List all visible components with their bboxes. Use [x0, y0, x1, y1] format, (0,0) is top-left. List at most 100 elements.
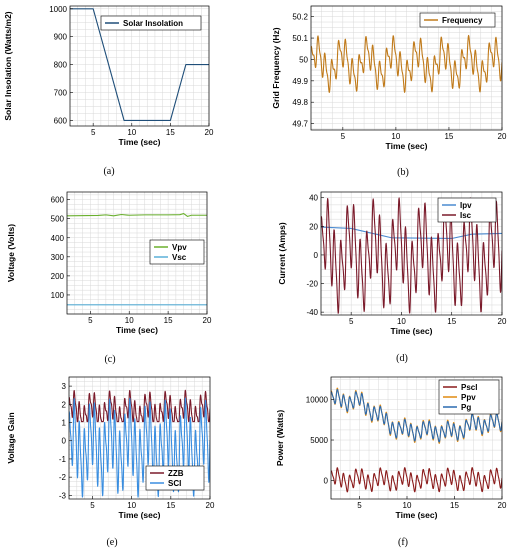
- x-tick-label: 10: [125, 316, 134, 325]
- x-tick-label: 10: [391, 132, 400, 141]
- y-tick-label: 600: [51, 196, 65, 205]
- x-axis-label: Time (sec): [391, 326, 433, 336]
- y-tick-label: 700: [54, 89, 68, 98]
- x-tick-label: 10: [127, 128, 136, 137]
- x-tick-label: 15: [447, 317, 456, 326]
- chart-panel-b: 5 10 15 20 49.7 49.8 49.9 50 50.1 50.2 Time (sec) G…: [271, 5, 507, 178]
- x-axis-label: Time (sec): [386, 141, 428, 151]
- x-tick-label: 20: [498, 317, 507, 326]
- plot-frame: [310, 5, 503, 131]
- legend-label-zzb: ZZB: [168, 469, 184, 478]
- x-tick-label: 20: [203, 316, 212, 325]
- panel-caption: (b): [397, 167, 409, 178]
- chart-panel-d: 5 10 15 20 -40 -20 0 20 40 Time (sec) Current (Amp…: [277, 191, 507, 364]
- x-tick-label: 20: [206, 501, 215, 510]
- y-tick-label: 800: [54, 61, 68, 70]
- x-tick-label: 5: [88, 316, 93, 325]
- y-tick-label: -40: [306, 308, 318, 317]
- y-tick-label: 400: [51, 234, 65, 243]
- y-tick-label: 0: [314, 251, 319, 260]
- y-tick-label: 3: [62, 382, 67, 391]
- legend-label-ipv: Ipv: [460, 201, 472, 210]
- x-tick-label: 20: [498, 501, 507, 510]
- y-axis-label: Grid Frequency (Hz): [271, 27, 281, 108]
- legend-label-vpv: Vpv: [172, 243, 187, 252]
- y-tick-label: 500: [51, 215, 65, 224]
- y-tick-label: 2: [62, 400, 67, 409]
- y-tick-label: 50.1: [292, 34, 308, 43]
- chart-panel-f: 5 10 15 20 0 5000 10000 Time (sec) Power (Watts)…: [275, 376, 507, 548]
- y-tick-label: 50: [299, 55, 308, 64]
- y-axis-label: Power (Watts): [275, 410, 285, 467]
- y-tick-label: 0: [62, 437, 67, 446]
- y-tick-label: -1: [59, 455, 67, 464]
- legend-label-isc: Isc: [460, 211, 472, 220]
- panel-caption: (f): [398, 537, 408, 548]
- panel-caption: (a): [103, 166, 114, 177]
- y-tick-label: 100: [51, 291, 65, 300]
- legend-label-pscl: Pscl: [461, 383, 477, 392]
- y-tick-label: 50.2: [292, 13, 308, 22]
- legend-label-ppv: Ppv: [461, 393, 476, 402]
- legend-label-vsc: Vsc: [172, 253, 187, 262]
- y-axis-label: Voltage Gain: [6, 412, 16, 463]
- y-tick-label: 40: [309, 194, 318, 203]
- plot-frame: [69, 5, 210, 127]
- x-tick-label: 5: [91, 128, 96, 137]
- panel-caption: (c): [104, 354, 115, 365]
- x-tick-label: 15: [166, 501, 175, 510]
- chart-panel-c: 5 10 15 20 100 200 300 400 500 600 Time (sec) Volta…: [6, 191, 212, 365]
- panel-caption: (d): [396, 353, 408, 364]
- x-tick-label: 5: [90, 501, 95, 510]
- legend-box: [419, 12, 496, 28]
- x-tick-label: 5: [341, 132, 346, 141]
- x-tick-label: 20: [205, 128, 214, 137]
- legend: Solar Insolation: [100, 15, 202, 31]
- x-tick-label: 15: [166, 128, 175, 137]
- y-tick-label: 900: [54, 33, 68, 42]
- x-tick-label: 10: [127, 501, 136, 510]
- x-tick-label: 15: [444, 132, 453, 141]
- y-tick-label: -20: [306, 280, 318, 289]
- y-tick-label: -3: [59, 491, 67, 500]
- series-line-solar insolation: [70, 8, 209, 121]
- legend-box: [145, 465, 205, 491]
- series-line-frequency: [311, 34, 502, 93]
- y-axis-label: Solar Insolation (Watts/m2): [3, 11, 13, 120]
- legend: Frequency: [419, 12, 496, 28]
- chart-panel-e: 5 10 15 20 -3 -2 -1 0 1 2 3 Time (sec) Voltage Gain Z…: [6, 376, 215, 548]
- series-line-zzb: [69, 389, 210, 423]
- y-tick-label: 600: [54, 116, 68, 125]
- legend-label-solar insolation: Solar Insolation: [123, 19, 183, 28]
- plot-frame: [320, 191, 503, 316]
- y-tick-label: 1: [62, 419, 67, 428]
- plot-frame: [330, 376, 503, 500]
- legend-box: [149, 239, 205, 265]
- y-tick-label: 300: [51, 253, 65, 262]
- y-tick-label: 5000: [310, 436, 328, 445]
- series-line-vpv: [67, 212, 207, 217]
- x-tick-label: 15: [450, 501, 459, 510]
- chart-panel-a: 5 10 15 20 600 700 800 900 1000 Time (sec) Solar I…: [3, 5, 214, 177]
- y-tick-label: 20: [309, 222, 318, 231]
- x-tick-label: 20: [498, 132, 507, 141]
- y-axis-label: Voltage (Volts): [6, 224, 16, 282]
- y-tick-label: 0: [324, 476, 329, 485]
- x-axis-label: Time (sec): [116, 325, 158, 335]
- x-tick-label: 5: [349, 317, 354, 326]
- legend-label-frequency: Frequency: [442, 16, 483, 25]
- plot-frame: [68, 376, 211, 500]
- y-tick-label: 10000: [306, 396, 329, 405]
- x-tick-label: 10: [397, 317, 406, 326]
- y-tick-label: -2: [59, 473, 67, 482]
- y-axis-label: Current (Amps): [277, 222, 287, 285]
- x-axis-label: Time (sec): [396, 510, 438, 520]
- series-line-isc: [321, 197, 502, 314]
- y-tick-label: 49.9: [292, 77, 308, 86]
- x-axis-label: Time (sec): [119, 510, 161, 520]
